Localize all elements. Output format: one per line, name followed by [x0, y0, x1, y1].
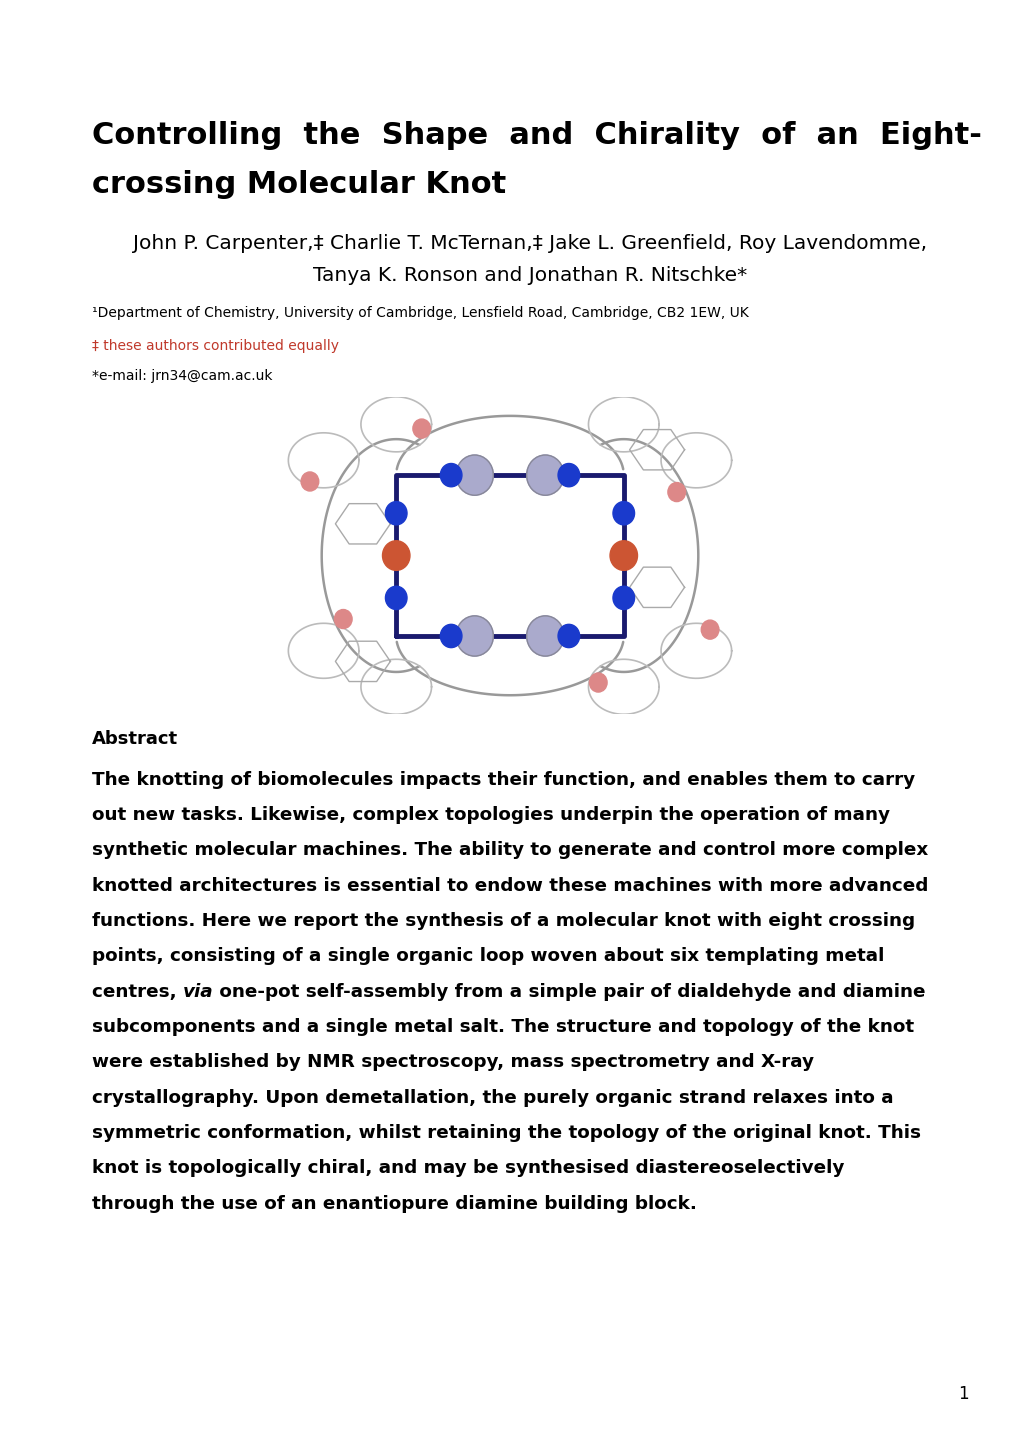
Text: via: via	[182, 983, 213, 1000]
Text: through the use of an enantiopure diamine building block.: through the use of an enantiopure diamin…	[92, 1195, 696, 1212]
Circle shape	[526, 616, 564, 657]
Text: out new tasks. Likewise, complex topologies underpin the operation of many: out new tasks. Likewise, complex topolog…	[92, 805, 889, 824]
Circle shape	[382, 541, 410, 570]
Circle shape	[413, 418, 430, 439]
Text: The knotting of biomolecules impacts their function, and enables them to carry: The knotting of biomolecules impacts the…	[92, 771, 914, 788]
Text: centres,: centres,	[92, 983, 182, 1000]
Circle shape	[385, 502, 407, 525]
Circle shape	[385, 586, 407, 609]
Text: crossing Molecular Knot: crossing Molecular Knot	[92, 170, 505, 199]
Circle shape	[612, 586, 634, 609]
Text: were established by NMR spectroscopy, mass spectrometry and X-ray: were established by NMR spectroscopy, ma…	[92, 1053, 813, 1071]
Text: functions. Here we report the synthesis of a molecular knot with eight crossing: functions. Here we report the synthesis …	[92, 912, 914, 929]
Text: points, consisting of a single organic loop woven about six templating metal: points, consisting of a single organic l…	[92, 948, 883, 965]
Circle shape	[667, 482, 685, 502]
Text: symmetric conformation, whilst retaining the topology of the original knot. This: symmetric conformation, whilst retaining…	[92, 1124, 920, 1141]
Text: *e-mail: jrn34@cam.ac.uk: *e-mail: jrn34@cam.ac.uk	[92, 369, 272, 384]
Text: crystallography. Upon demetallation, the purely organic strand relaxes into a: crystallography. Upon demetallation, the…	[92, 1089, 893, 1107]
Text: John P. Carpenter,‡ Charlie T. McTernan,‡ Jake L. Greenfield, Roy Lavendomme,: John P. Carpenter,‡ Charlie T. McTernan,…	[133, 234, 926, 253]
Text: ¹Department of Chemistry, University of Cambridge, Lensfield Road, Cambridge, CB: ¹Department of Chemistry, University of …	[92, 306, 748, 320]
Text: synthetic molecular machines. The ability to generate and control more complex: synthetic molecular machines. The abilit…	[92, 841, 927, 859]
Circle shape	[440, 463, 462, 486]
Circle shape	[700, 620, 718, 639]
Circle shape	[455, 616, 493, 657]
Circle shape	[334, 609, 352, 629]
Text: knotted architectures is essential to endow these machines with more advanced: knotted architectures is essential to en…	[92, 877, 927, 895]
Text: Controlling  the  Shape  and  Chirality  of  an  Eight-: Controlling the Shape and Chirality of a…	[92, 121, 980, 150]
Text: one-pot self-assembly from a simple pair of dialdehyde and diamine: one-pot self-assembly from a simple pair…	[213, 983, 925, 1000]
Circle shape	[609, 541, 637, 570]
Circle shape	[440, 625, 462, 648]
Circle shape	[526, 455, 564, 495]
Circle shape	[455, 455, 493, 495]
Text: subcomponents and a single metal salt. The structure and topology of the knot: subcomponents and a single metal salt. T…	[92, 1019, 913, 1036]
Circle shape	[557, 625, 579, 648]
Circle shape	[589, 672, 606, 693]
Text: knot is topologically chiral, and may be synthesised diastereoselectively: knot is topologically chiral, and may be…	[92, 1160, 844, 1177]
Circle shape	[301, 472, 318, 491]
Text: Tanya K. Ronson and Jonathan R. Nitschke*: Tanya K. Ronson and Jonathan R. Nitschke…	[313, 266, 747, 284]
Text: Abstract: Abstract	[92, 730, 177, 747]
Circle shape	[557, 463, 579, 486]
Text: 1: 1	[958, 1385, 968, 1403]
Text: ‡ these authors contributed equally: ‡ these authors contributed equally	[92, 339, 338, 354]
Circle shape	[612, 502, 634, 525]
